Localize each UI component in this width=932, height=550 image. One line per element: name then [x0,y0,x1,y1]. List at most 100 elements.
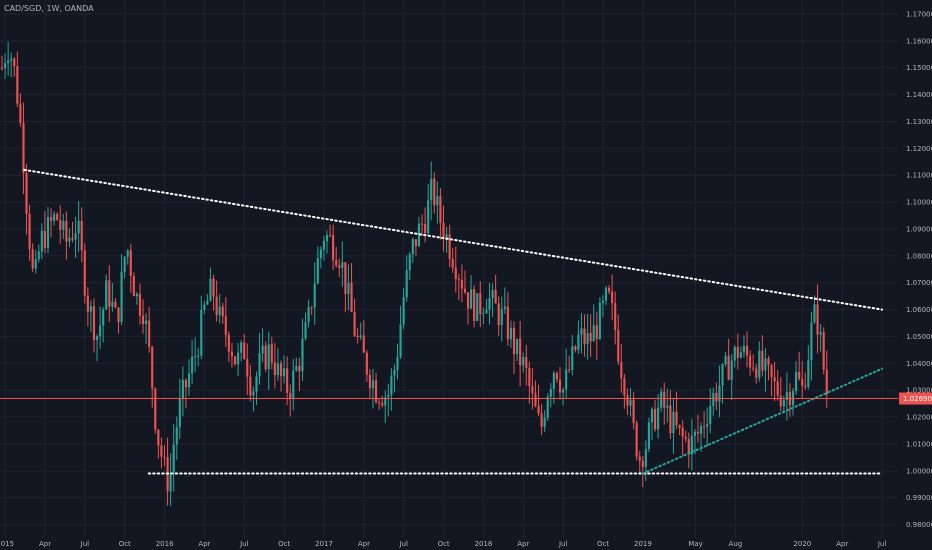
candle-body[interactable] [592,325,595,342]
candle-body[interactable] [473,289,476,321]
candle-body[interactable] [154,388,157,430]
candle-body[interactable] [776,381,779,396]
candle-body[interactable] [405,270,408,298]
candle-body[interactable] [322,241,326,250]
candle-body[interactable] [424,224,427,234]
candle-body[interactable] [86,295,89,312]
candle-body[interactable] [485,309,488,314]
candle-body[interactable] [537,406,540,414]
candle-body[interactable] [246,359,249,377]
candle-body[interactable] [810,322,813,361]
candle-body[interactable] [399,324,402,357]
candle-body[interactable] [540,413,543,427]
candle-body[interactable] [49,217,53,221]
candle-body[interactable] [126,250,129,258]
candle-body[interactable] [129,250,132,276]
candle-body[interactable] [742,345,746,353]
candle-body[interactable] [59,219,62,230]
candle-body[interactable] [782,399,785,407]
candle-body[interactable] [310,307,313,309]
candle-body[interactable] [611,291,614,304]
candle-body[interactable] [522,356,525,366]
candle-body[interactable] [191,356,194,374]
candle-body[interactable] [3,63,7,69]
candle-body[interactable] [28,213,31,250]
candle-body[interactable] [488,298,491,310]
candle-body[interactable] [433,178,436,206]
candle-body[interactable] [632,399,635,424]
candle-body[interactable] [16,65,19,104]
candle-body[interactable] [304,322,307,339]
candle-body[interactable] [718,385,721,402]
candle-body[interactable] [497,303,500,325]
candle-body[interactable] [335,260,338,266]
candle-body[interactable] [187,373,191,388]
candle-body[interactable] [457,279,460,281]
candle-body[interactable] [353,311,356,336]
candle-body[interactable] [709,406,712,425]
candle-body[interactable] [43,230,46,249]
candle-body[interactable] [264,345,267,370]
candle-body[interactable] [338,265,341,268]
candle-body[interactable] [653,408,657,430]
candle-body[interactable] [531,386,534,394]
candle-body[interactable] [135,293,138,297]
candle-body[interactable] [693,431,696,436]
candle-body[interactable] [295,365,298,371]
candle-body[interactable] [258,353,261,377]
candle-body[interactable] [169,472,172,492]
candle-body[interactable] [276,363,280,376]
candle-body[interactable] [240,342,243,353]
candle-body[interactable] [74,233,77,240]
candle-body[interactable] [203,304,206,310]
candle-body[interactable] [341,262,344,268]
candle-body[interactable] [491,289,494,299]
candle-body[interactable] [362,335,365,353]
candle-body[interactable] [365,352,368,375]
candle-body[interactable] [181,379,184,399]
candle-body[interactable] [292,370,295,399]
candle-body[interactable] [785,392,788,400]
candle-body[interactable] [408,254,411,271]
candle-body[interactable] [200,309,203,356]
candle-body[interactable] [528,368,531,387]
candle-body[interactable] [209,278,212,301]
candle-body[interactable] [663,391,666,408]
candle-body[interactable] [249,376,252,396]
candle-body[interactable] [172,444,175,473]
candle-body[interactable] [359,335,362,338]
candle-body[interactable] [7,60,10,64]
candle-body[interactable] [396,356,399,370]
candle-body[interactable] [332,235,335,261]
candle-body[interactable] [595,325,598,339]
candle-body[interactable] [132,275,135,297]
candle-body[interactable] [825,369,828,395]
candle-body[interactable] [470,289,473,309]
candle-body[interactable] [534,393,537,407]
candle-body[interactable] [261,345,264,354]
candle-body[interactable] [83,250,86,296]
candle-body[interactable] [479,293,482,314]
candle-body[interactable] [243,342,246,360]
candle-body[interactable] [25,173,28,214]
candle-body[interactable] [255,376,258,392]
candle-body[interactable] [102,309,105,326]
candle-body[interactable] [745,345,749,356]
candle-body[interactable] [672,411,675,434]
candle-body[interactable] [764,358,767,371]
candle-body[interactable] [657,407,660,430]
candle-body[interactable] [411,239,414,255]
candle-body[interactable] [755,368,758,378]
candle-body[interactable] [721,364,724,386]
candle-body[interactable] [120,272,123,323]
time-axis[interactable]: 2015 Apr Jul Oct 2016 Apr Jul Oct 2017 Apr Jul Oct 2… [0,540,886,548]
candle-body[interactable] [773,377,776,382]
candle-body[interactable] [623,378,626,396]
candle-body[interactable] [111,301,114,307]
candle-body[interactable] [715,392,718,402]
candle-body[interactable] [233,356,237,365]
candle-body[interactable] [13,58,16,66]
candle-body[interactable] [197,355,200,357]
candle-body[interactable] [34,259,37,269]
